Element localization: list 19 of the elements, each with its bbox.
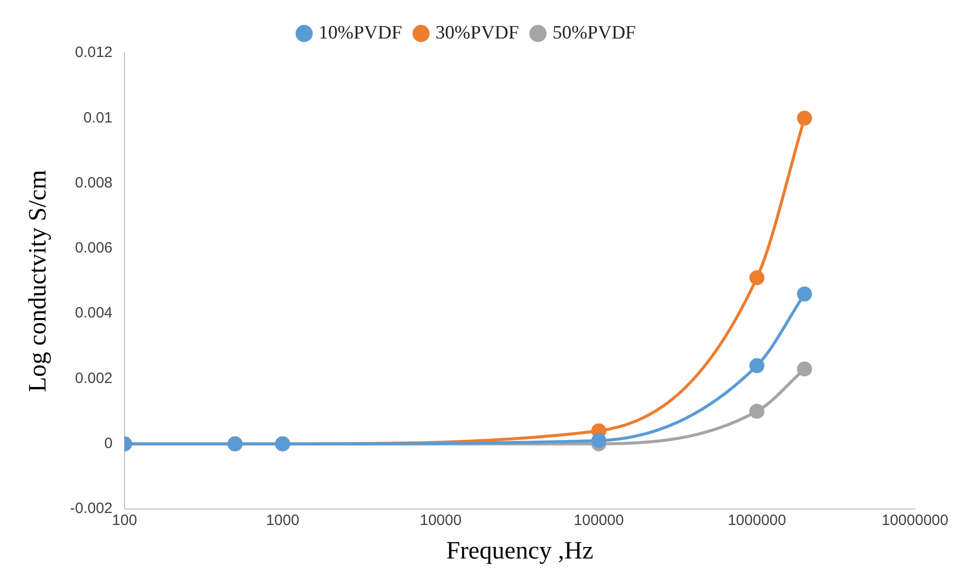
y-tick-label: -0.002: [70, 500, 113, 518]
x-axis-title: Frequency ,Hz: [446, 538, 594, 565]
legend-label: 30%PVDF: [436, 22, 519, 44]
y-tick-label: 0.012: [74, 44, 113, 62]
y-tick-label: 0.008: [74, 174, 113, 192]
x-tick-label: 10000000: [882, 512, 948, 530]
y-tick-label: 0: [104, 435, 113, 452]
x-tick-label: 100000: [574, 512, 624, 530]
y-tick-label: 0.01: [83, 109, 113, 126]
legend-label: 50%PVDF: [552, 22, 636, 44]
y-tick-label: 0.002: [74, 370, 113, 387]
x-tick-label: 1000000: [728, 512, 786, 530]
y-axis-title: Log conductvity S/cm: [24, 169, 52, 392]
x-tick-label: 1000: [266, 512, 300, 530]
x-tick-label: 100: [112, 512, 138, 530]
x-tick-label: 10000: [420, 512, 462, 530]
y-tick-label: 0.004: [74, 304, 113, 322]
y-tick-label: 0.006: [74, 240, 113, 257]
legend-label: 10%PVDF: [318, 22, 402, 44]
